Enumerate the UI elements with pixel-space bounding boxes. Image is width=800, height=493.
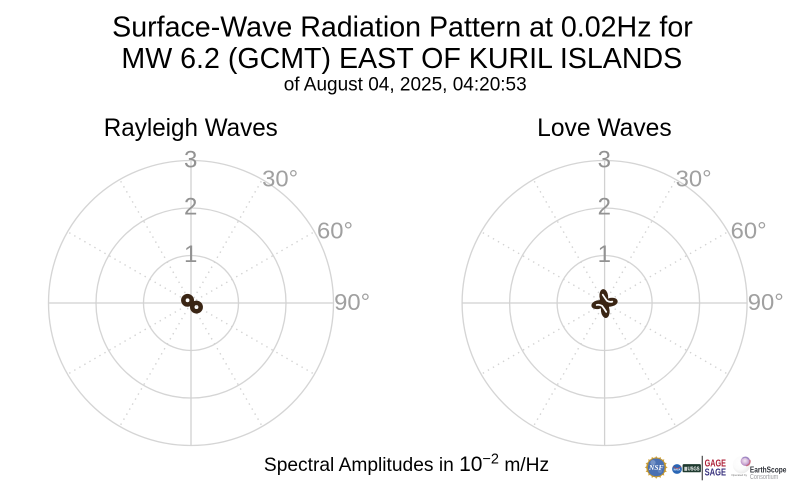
- svg-text:Love Waves: Love Waves: [537, 114, 672, 142]
- svg-text:of August 04, 2025, 04:20:53: of August 04, 2025, 04:20:53: [284, 75, 527, 96]
- svg-text:1: 1: [184, 241, 197, 268]
- svg-text:2: 2: [598, 194, 611, 221]
- svg-text:60°: 60°: [731, 217, 767, 243]
- svg-text:90°: 90°: [748, 289, 784, 315]
- svg-text:GAGE: GAGE: [705, 459, 727, 470]
- svg-text:NSF: NSF: [648, 463, 663, 472]
- svg-text:EarthScope: EarthScope: [750, 465, 787, 474]
- svg-text:Spectral Amplitudes in 10−2 m/: Spectral Amplitudes in 10−2 m/Hz: [264, 452, 549, 477]
- svg-text:30°: 30°: [262, 165, 298, 191]
- svg-text:SAGE: SAGE: [705, 468, 727, 479]
- svg-text:Surface-Wave Radiation Pattern: Surface-Wave Radiation Pattern at 0.02Hz…: [112, 12, 693, 44]
- svg-text:Operated by: Operated by: [731, 473, 747, 477]
- svg-text:30°: 30°: [676, 165, 712, 191]
- svg-text:90°: 90°: [334, 289, 370, 315]
- svg-text:≣USGS: ≣USGS: [684, 462, 700, 472]
- svg-text:NASA: NASA: [674, 468, 681, 471]
- svg-text:2: 2: [184, 194, 197, 221]
- svg-text:1: 1: [598, 241, 611, 268]
- svg-text:60°: 60°: [317, 217, 353, 243]
- svg-text:Consortium: Consortium: [750, 472, 778, 481]
- svg-text:3: 3: [184, 146, 197, 173]
- svg-text:Rayleigh Waves: Rayleigh Waves: [104, 114, 278, 142]
- svg-text:MW 6.2 (GCMT) EAST OF KURIL IS: MW 6.2 (GCMT) EAST OF KURIL ISLANDS: [121, 43, 682, 75]
- svg-text:3: 3: [598, 146, 611, 173]
